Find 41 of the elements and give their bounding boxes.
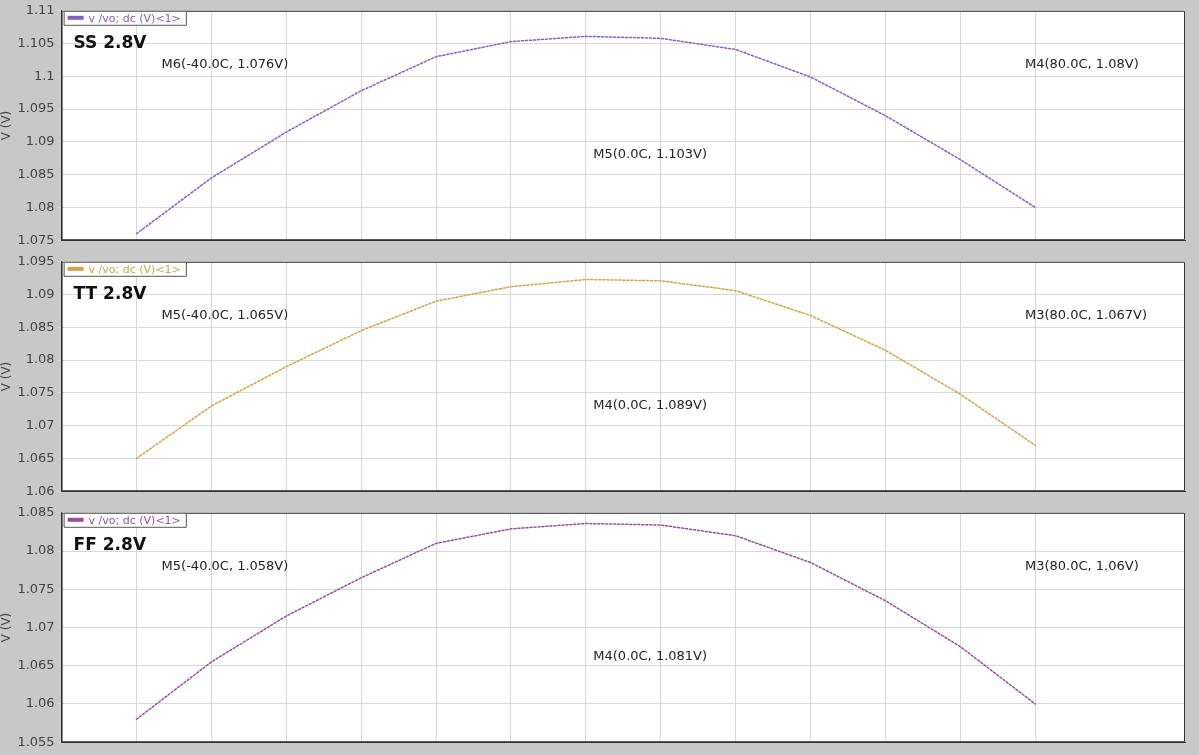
annotation: M5(-40.0C, 1.058V) (161, 557, 289, 573)
annotation: M6(-40.0C, 1.076V) (161, 55, 289, 71)
y-tick-label: 1.06 (25, 695, 55, 711)
y-tick-label: 1.07 (25, 417, 55, 433)
y-tick-label: 1.075 (17, 580, 55, 596)
y-tick-label: 1.07 (25, 618, 55, 634)
legend-label: v /vo; dc (V)<1> (88, 11, 181, 25)
y-tick-label: 1.1 (33, 67, 55, 83)
y-axis-title: V (V) (0, 110, 14, 141)
text: TT 2.8V (73, 282, 148, 303)
y-axis-title: V (V) (0, 361, 14, 392)
y-tick-label: 1.085 (17, 318, 55, 334)
y-tick-label: 1.105 (17, 34, 55, 50)
annotation: M4(80.0C, 1.08V) (1025, 55, 1139, 71)
annotation: M4(0.0C, 1.081V) (593, 647, 708, 663)
y-tick-label: 1.08 (25, 351, 55, 367)
y-tick-label: 1.095 (17, 253, 55, 269)
y-tick-label: 1.055 (17, 733, 55, 749)
y-tick-label: 1.09 (25, 285, 55, 301)
y-tick-label: 1.065 (17, 657, 55, 673)
y-tick-label: 1.08 (25, 542, 55, 558)
text: SS 2.8V (73, 31, 148, 52)
annotation: M3(80.0C, 1.06V) (1025, 557, 1139, 573)
y-tick-label: 1.085 (17, 166, 55, 182)
annotation: M3(80.0C, 1.067V) (1025, 306, 1148, 322)
y-axis-title: V (V) (0, 612, 14, 643)
legend-label: v /vo; dc (V)<1> (88, 513, 181, 527)
y-tick-label: 1.075 (17, 231, 55, 247)
y-tick-label: 1.06 (25, 482, 55, 498)
annotation: M5(0.0C, 1.103V) (593, 145, 708, 161)
annotation: M4(0.0C, 1.089V) (593, 396, 708, 412)
y-tick-label: 1.08 (25, 198, 55, 214)
y-tick-label: 1.11 (25, 2, 55, 18)
text: FF 2.8V (73, 533, 147, 554)
y-tick-label: 1.075 (17, 384, 55, 400)
y-tick-label: 1.09 (25, 133, 55, 149)
y-tick-label: 1.065 (17, 449, 55, 465)
legend-label: v /vo; dc (V)<1> (88, 262, 181, 276)
y-tick-label: 1.085 (17, 504, 55, 520)
y-tick-label: 1.095 (17, 100, 55, 116)
annotation: M5(-40.0C, 1.065V) (161, 306, 289, 322)
